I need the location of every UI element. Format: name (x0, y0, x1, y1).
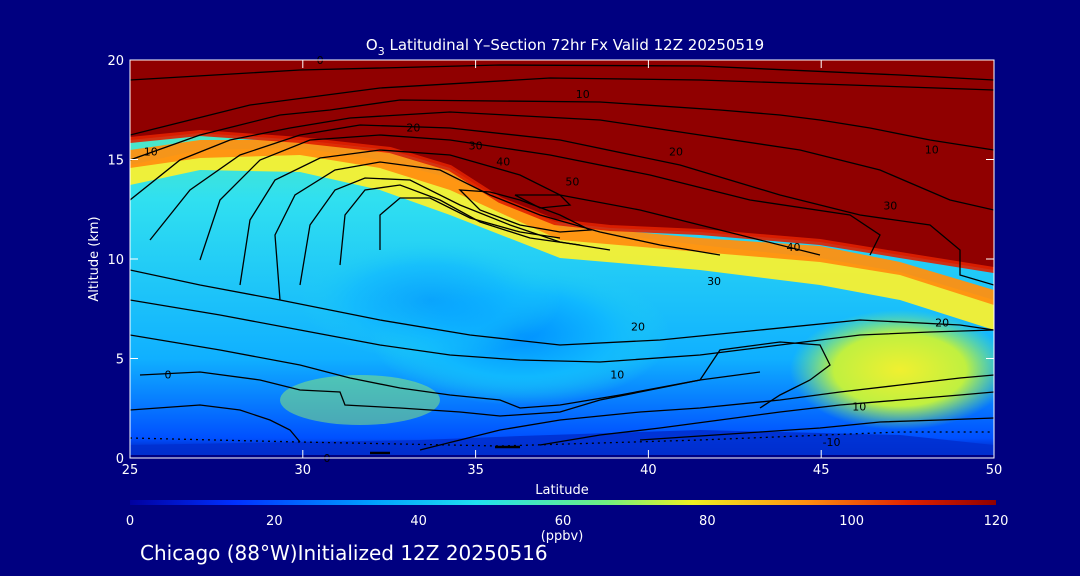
colorbar (130, 500, 996, 505)
x-tick-label: 40 (640, 463, 657, 478)
contour-label: 20 (631, 321, 645, 334)
contour-label: -10 (823, 436, 841, 449)
contour-label: 20 (669, 146, 683, 159)
contour-label: 0 (165, 368, 172, 381)
colorbar-tick-label: 100 (839, 514, 864, 529)
y-tick-label: 5 (116, 353, 124, 368)
contour-label: 40 (496, 155, 510, 168)
x-tick-label: 25 (122, 463, 139, 478)
contour-label: 20 (935, 317, 949, 330)
ozone-field (130, 60, 994, 458)
x-axis: 25 30 35 40 45 50 (122, 60, 1003, 478)
contour-label: 10 (852, 400, 866, 413)
contour-lines (130, 64, 994, 455)
y-tick-label: 0 (116, 452, 124, 467)
colorbar-tick-label: 20 (266, 514, 283, 529)
colorbar-tick-label: 120 (984, 514, 1009, 529)
colorbar-tick-label: 80 (699, 514, 716, 529)
contour-label: 10 (925, 144, 939, 157)
contour-label: 30 (707, 275, 721, 288)
contour-label: 30 (469, 140, 483, 153)
x-tick-label: 35 (467, 463, 484, 478)
colorbar-tick-label: 0 (126, 514, 134, 529)
x-tick-label: 30 (295, 463, 312, 478)
x-tick-label: 45 (813, 463, 830, 478)
x-tick-label: 50 (986, 463, 1003, 478)
contour-label: 10 (576, 88, 590, 101)
contour-label: 20 (406, 122, 420, 135)
x-axis-label: Latitude (535, 483, 589, 498)
y-axis-label: Altitude (km) (87, 216, 102, 301)
run-info-footer: Chicago (88°W)Initialized 12Z 20250516 (140, 541, 548, 565)
contour-label: 30 (883, 199, 897, 212)
contour-label: 50 (565, 175, 579, 188)
chart-title: O3 Latitudinal Y–Section 72hr Fx Valid 1… (366, 36, 764, 58)
contour-label: 40 (787, 241, 801, 254)
contour-label: 10 (144, 146, 158, 159)
y-tick-label: 10 (107, 253, 124, 268)
colorbar-ticks: 0 20 40 60 80 100 120 (126, 514, 1009, 529)
y-tick-label: 20 (107, 54, 124, 69)
colorbar-unit-label: (ppbv) (541, 529, 584, 544)
y-tick-label: 15 (107, 154, 124, 169)
y-axis: 0 5 10 15 20 (107, 54, 994, 467)
colorbar-tick-label: 40 (410, 514, 427, 529)
contour-label: 10 (610, 368, 624, 381)
colorbar-tick-label: 60 (555, 514, 572, 529)
